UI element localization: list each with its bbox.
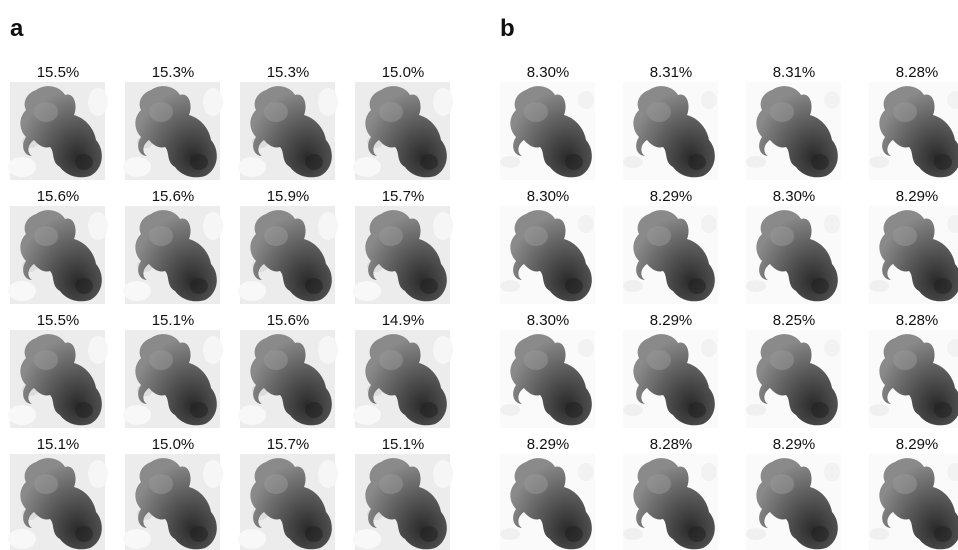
cell-percentage: 8.29% — [896, 188, 939, 205]
cell-percentage: 15.3% — [267, 64, 310, 81]
cell-percentage: 15.6% — [267, 312, 310, 329]
cell-percentage: 8.28% — [896, 312, 939, 329]
cell-percentage: 15.7% — [267, 436, 310, 453]
cell-percentage: 15.1% — [37, 436, 80, 453]
figure: a 15.5% 15.3% 15.3% 15.0% 15.6% 15.6% 15.9% 15.7… — [0, 0, 958, 550]
cell-percentage: 8.28% — [896, 64, 939, 81]
cell-percentage: 15.1% — [382, 436, 425, 453]
cell-percentage: 8.29% — [773, 436, 816, 453]
cell-percentage: 8.31% — [773, 64, 816, 81]
cell-percentage: 8.30% — [773, 188, 816, 205]
panel-label: a — [10, 15, 24, 42]
cell-percentage: 8.31% — [650, 64, 693, 81]
cell-percentage: 15.0% — [382, 64, 425, 81]
cell-percentage: 8.30% — [527, 188, 570, 205]
cell-percentage: 15.0% — [152, 436, 195, 453]
cell-percentage: 14.9% — [382, 312, 425, 329]
cell-percentage: 15.5% — [37, 64, 80, 81]
cell-percentage: 15.9% — [267, 188, 310, 205]
cell-percentage: 8.25% — [773, 312, 816, 329]
cell-percentage: 15.6% — [152, 188, 195, 205]
cell-percentage: 8.29% — [650, 312, 693, 329]
cell-percentage: 15.1% — [152, 312, 195, 329]
cell-percentage: 8.29% — [650, 188, 693, 205]
panel-label: b — [500, 15, 515, 42]
cell-percentage: 15.6% — [37, 188, 80, 205]
cell-percentage: 8.30% — [527, 64, 570, 81]
cell-percentage: 8.29% — [896, 436, 939, 453]
cell-percentage: 8.29% — [527, 436, 570, 453]
cell-percentage: 15.7% — [382, 188, 425, 205]
cell-percentage: 8.30% — [527, 312, 570, 329]
cell-percentage: 8.28% — [650, 436, 693, 453]
cell-percentage: 15.5% — [37, 312, 80, 329]
cell-percentage: 15.3% — [152, 64, 195, 81]
